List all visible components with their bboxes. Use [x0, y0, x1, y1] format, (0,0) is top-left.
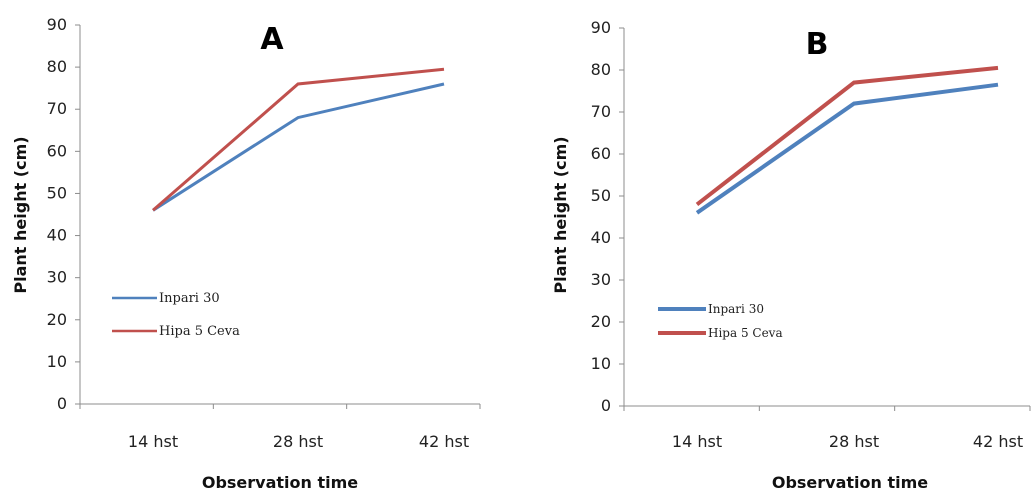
x-tick-label: 14 hst	[128, 432, 178, 451]
y-tick-label: 70	[47, 99, 67, 118]
panel-label: B	[806, 27, 829, 62]
legend-label: Hipa 5 Ceva	[708, 326, 783, 340]
y-tick-label: 70	[591, 102, 611, 121]
x-axis-label: Observation time	[202, 473, 358, 492]
legend-label: Inpari 30	[708, 302, 764, 316]
y-tick-label: 90	[591, 18, 611, 37]
y-axis-label: Plant height (cm)	[11, 136, 30, 293]
y-tick-label: 60	[47, 141, 67, 160]
y-tick-label: 60	[591, 144, 611, 163]
y-tick-label: 90	[47, 15, 67, 34]
series-line-inpari-30	[695, 82, 999, 215]
x-axis-label: Observation time	[772, 473, 928, 492]
y-tick-label: 80	[47, 57, 67, 76]
y-tick-label: 40	[591, 228, 611, 247]
y-axis-label: Plant height (cm)	[551, 136, 570, 293]
y-tick-label: 0	[57, 394, 67, 413]
y-tick-label: 30	[591, 270, 611, 289]
legend-label: Hipa 5 Ceva	[159, 324, 240, 339]
y-tick-label: 20	[47, 310, 67, 329]
y-tick-label: 10	[47, 352, 67, 371]
x-tick-label: 28 hst	[273, 432, 323, 451]
x-tick-label: 28 hst	[829, 432, 879, 451]
y-tick-label: 30	[47, 268, 67, 287]
legend: Inpari 30 Hipa 5 Ceva	[658, 302, 783, 340]
panel-label: A	[260, 22, 284, 57]
legend-label: Inpari 30	[159, 291, 220, 306]
series-line-inpari-30	[152, 82, 445, 212]
x-tick-label: 42 hst	[973, 432, 1023, 451]
y-tick-label: 0	[601, 396, 611, 415]
y-tick-label: 50	[47, 183, 67, 202]
y-tick-label: 10	[591, 354, 611, 373]
legend: Inpari 30 Hipa 5 Ceva	[112, 291, 240, 339]
chart-a: 0 10 20 30 40 50 60 70 80 90 14 hst 28 hst 42 hst A Pl…	[11, 15, 481, 492]
series-line-hipa-5-ceva	[152, 67, 445, 212]
series-line-hipa-5-ceva	[695, 65, 999, 206]
y-tick-label: 50	[591, 186, 611, 205]
y-tick-label: 40	[47, 226, 67, 245]
x-tick-label: 42 hst	[419, 432, 469, 451]
x-tick-label: 14 hst	[672, 432, 722, 451]
y-tick-label: 80	[591, 60, 611, 79]
chart-b: 0 10 20 30 40 50 60 70 80 90 14 hst 28 hst 42 hst B Pl…	[551, 18, 1031, 492]
y-tick-label: 20	[591, 312, 611, 331]
